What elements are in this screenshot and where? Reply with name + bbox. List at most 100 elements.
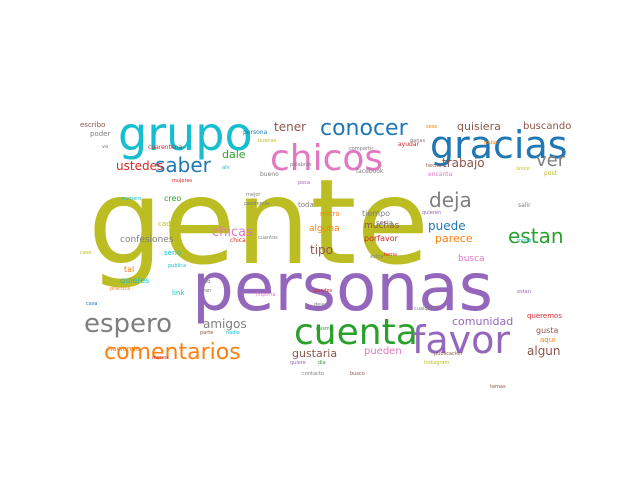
word: van (202, 288, 212, 294)
word: pueden (364, 346, 402, 357)
word: puedes (314, 288, 333, 294)
word-cloud: gente personas grupo chicos gracias cuen… (80, 99, 571, 390)
word: cualquier (414, 306, 438, 312)
word: ver (536, 150, 566, 171)
word: personas (192, 249, 494, 326)
word: publica (168, 263, 187, 269)
word: cuarentena (148, 144, 183, 151)
word: menos (152, 355, 169, 361)
word: aqui (540, 336, 556, 344)
word: algun (527, 344, 561, 358)
word: modo (517, 238, 532, 244)
word: deja (429, 188, 472, 212)
word: mejor (246, 192, 261, 198)
word: estan (517, 289, 531, 295)
word: compartir (349, 146, 374, 152)
word: chica (230, 237, 246, 244)
word: toda (298, 201, 314, 209)
word: chicas (212, 225, 253, 240)
word: serio (164, 249, 182, 257)
word: instagram (424, 360, 450, 366)
word: palabras (290, 162, 312, 168)
word: salir (518, 202, 531, 209)
word: amigos (203, 317, 247, 331)
word: tiempo (362, 209, 391, 218)
word: hecho (426, 163, 442, 169)
word: parece (435, 232, 473, 245)
word: trabajo (442, 156, 485, 170)
word: queremos (527, 312, 562, 320)
word: micro (320, 210, 340, 218)
word: caso (80, 250, 92, 256)
word: va (102, 144, 109, 150)
word: contacto (302, 371, 324, 377)
word: ahi (222, 165, 230, 171)
word: poder (90, 130, 111, 138)
word: comentarios (104, 340, 241, 365)
word: quisiera (457, 120, 501, 133)
word: facebook (356, 168, 384, 175)
word: quieren (422, 210, 441, 216)
word: muchas (364, 221, 400, 231)
word: estan (508, 224, 564, 248)
word: tener (274, 120, 307, 134)
word: tal (124, 265, 135, 274)
word: encanta (428, 171, 453, 178)
word: mujeres (172, 178, 193, 184)
word: pandemia (244, 201, 269, 207)
word: todas (484, 140, 498, 146)
word: importa (256, 292, 276, 298)
word: chicos (270, 138, 384, 179)
word: gustaria (292, 347, 338, 360)
word: grupo (118, 107, 253, 161)
word: sexo (426, 124, 438, 130)
word: numero (122, 196, 142, 202)
word: pd (204, 279, 211, 285)
word: mismo (316, 326, 333, 332)
word: saber (155, 153, 211, 177)
word: post (544, 170, 557, 177)
word: porfavor (364, 234, 398, 243)
word: nadie (226, 330, 240, 336)
word: escribo (80, 121, 106, 129)
word: quieres (120, 276, 150, 285)
word: ustedes (116, 159, 164, 173)
word: único (516, 166, 530, 172)
word: buscando (523, 121, 572, 132)
word: link (172, 289, 185, 297)
word: poca (298, 180, 311, 186)
word: ganas (410, 138, 426, 144)
word: dale (222, 148, 246, 161)
word: publicacion (434, 351, 463, 357)
word: dia (318, 360, 326, 366)
word: persona (243, 129, 268, 136)
word: estoy (370, 254, 384, 260)
word: favor (412, 318, 511, 362)
word: temas (490, 384, 506, 390)
word: bueno (260, 171, 279, 178)
word: gente (88, 153, 430, 291)
word: comunidad (452, 315, 514, 328)
word: casa (86, 301, 98, 307)
word: ayudar (398, 141, 419, 148)
word: dejen (314, 302, 328, 308)
word: quiere (290, 360, 306, 366)
word: cada (158, 220, 175, 228)
word: gracias (430, 123, 568, 167)
word: haciendo (108, 345, 140, 353)
word: espero (84, 309, 173, 339)
word: parte (200, 330, 214, 336)
word: alguna (309, 224, 340, 234)
word: cuenta (294, 312, 418, 353)
word: buenas (258, 138, 277, 144)
word: tipo (310, 243, 333, 257)
word: cuantos (258, 235, 278, 241)
word: puede (428, 219, 466, 233)
word: tema (384, 252, 397, 258)
word: busca (458, 254, 485, 264)
word: practica (110, 286, 131, 292)
word: seria (376, 219, 394, 227)
word: conocer (320, 116, 408, 141)
word: gusta (536, 326, 559, 335)
